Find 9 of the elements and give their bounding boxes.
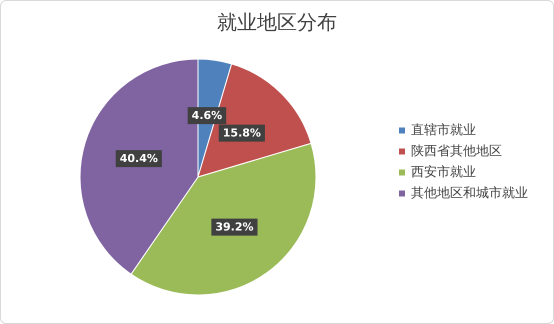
legend-label: 直辖市就业	[411, 123, 476, 138]
data-label: 15.8%	[222, 126, 261, 140]
chart-title: 就业地区分布	[217, 10, 337, 34]
legend-label: 陕西省其他地区	[411, 144, 502, 159]
legend-label: 西安市就业	[411, 164, 476, 180]
data-label: 40.4%	[120, 152, 158, 166]
data-label: 39.2%	[215, 220, 254, 234]
legend-label: 其他地区和城市就业	[411, 186, 528, 201]
data-label: 4.6%	[192, 109, 222, 122]
